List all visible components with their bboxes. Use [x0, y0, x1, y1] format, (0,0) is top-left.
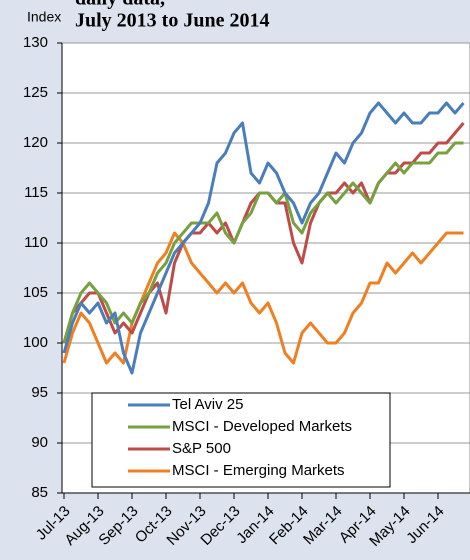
series-line: [62, 101, 465, 375]
y-tick-label: 90: [31, 434, 48, 451]
y-tick-label: 125: [23, 84, 48, 101]
legend-label: MSCI - Emerging Markets: [172, 462, 345, 479]
y-tick-label: 130: [23, 34, 48, 51]
y-tick-label: 105: [23, 284, 48, 301]
y-tick-label: 100: [23, 334, 48, 351]
y-tick-label: 110: [24, 234, 48, 251]
title-fragment: daily data,: [75, 0, 165, 10]
y-tick-label: 120: [23, 134, 48, 151]
legend: Tel Aviv 25 MSCI - Developed Markets S&P 5…: [91, 392, 391, 488]
legend-label: S&P 500: [172, 440, 231, 457]
series-line: [62, 141, 464, 344]
legend-label: Tel Aviv 25: [172, 396, 243, 413]
legend-label: MSCI - Developed Markets: [172, 418, 352, 435]
y-tick-label: 115: [24, 184, 48, 201]
y-tick-label: 95: [31, 384, 48, 401]
y-tick-label: 85: [31, 484, 48, 501]
y-axis-label: Index: [27, 9, 61, 25]
chart-title: July 2013 to June 2014: [75, 10, 269, 32]
